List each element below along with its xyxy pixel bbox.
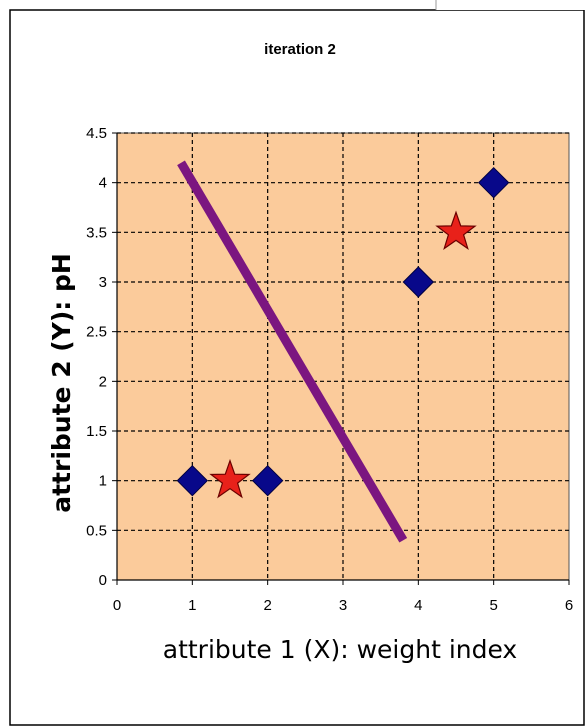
axes	[112, 132, 570, 585]
y-tick-label: 1	[99, 473, 107, 490]
y-tick-label: 3	[99, 274, 107, 291]
y-tick-label: 0	[99, 572, 107, 589]
diamond-point	[251, 464, 284, 497]
tick-labels: 0 0.5 1 1.5 2 2.5 3 3.5 4 4.5 0 1 2 3 4 5 6	[86, 125, 573, 614]
x-tick-label: 5	[489, 597, 497, 614]
decision-line-layer	[177, 160, 408, 543]
star-point	[435, 210, 477, 250]
diamond-point	[176, 464, 209, 497]
y-tick-label: 3.5	[86, 224, 107, 241]
y-tick-label: 0.5	[86, 522, 107, 539]
y-axis-title: attribute 2 (Y): pH	[47, 253, 76, 513]
y-tick-label: 4.5	[86, 125, 107, 142]
x-tick-label: 1	[188, 597, 196, 614]
y-tick-label: 2	[99, 373, 107, 390]
diamond-point	[402, 266, 435, 298]
x-tick-label: 3	[339, 597, 347, 614]
x-axis-title: attribute 1 (X): weight index	[163, 635, 517, 664]
x-tick-label: 4	[414, 597, 422, 614]
top-right-notch	[436, 0, 587, 10]
x-tick-label: 0	[113, 597, 121, 614]
x-tick-label: 6	[565, 597, 573, 614]
chart-title: iteration 2	[264, 41, 336, 58]
data-points	[176, 166, 510, 499]
y-tick-label: 2.5	[86, 324, 107, 341]
y-tick-label: 1.5	[86, 423, 107, 440]
diamond-point	[477, 166, 510, 199]
y-tick-label: 4	[99, 175, 107, 192]
grid	[117, 132, 569, 580]
star-point	[209, 458, 251, 499]
separating-line	[177, 160, 408, 543]
x-tick-label: 2	[263, 597, 271, 614]
